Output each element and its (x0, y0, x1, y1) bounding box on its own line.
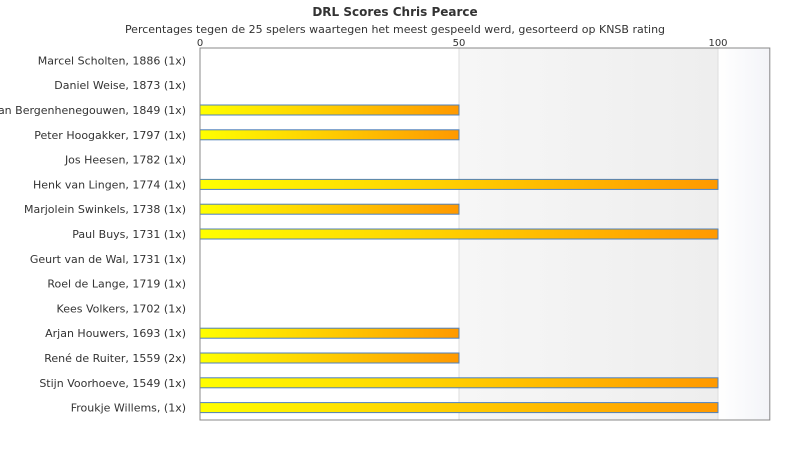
category-label: Kees Volkers, 1702 (1x) (57, 302, 186, 315)
chart-subtitle: Percentages tegen de 25 spelers waartege… (125, 23, 665, 36)
category-label: Marcel Scholten, 1886 (1x) (38, 54, 186, 67)
category-label: Arjan Houwers, 1693 (1x) (45, 327, 186, 340)
x-tick-label: 100 (708, 38, 727, 49)
category-label: Roel de Lange, 1719 (1x) (47, 278, 186, 291)
bars (199, 104, 719, 414)
category-label: Daniel Weise, 1873 (1x) (54, 79, 186, 92)
chart-title: DRL Scores Chris Pearce (312, 5, 477, 19)
x-tick-label: 50 (453, 38, 466, 49)
category-label: Henk van Lingen, 1774 (1x) (33, 178, 186, 191)
category-label: Peter Hoogakker, 1797 (1x) (34, 129, 186, 142)
category-label: Paul Buys, 1731 (1x) (72, 228, 186, 241)
category-label: Stijn Voorhoeve, 1549 (1x) (39, 377, 186, 390)
category-label: Geurt van de Wal, 1731 (1x) (30, 253, 186, 266)
category-label: Jos Heesen, 1782 (1x) (64, 154, 186, 167)
bar (199, 203, 460, 215)
bar (199, 402, 719, 414)
category-label: Marjolein Swinkels, 1738 (1x) (24, 203, 186, 216)
bar (199, 352, 460, 364)
category-label: René de Ruiter, 1559 (2x) (44, 352, 186, 365)
bar (199, 228, 719, 240)
plot-frame (199, 47, 771, 421)
bar (199, 327, 460, 339)
category-label: Koen van Bergenhenegouwen, 1849 (1x) (0, 104, 186, 117)
bar (199, 129, 460, 141)
category-labels: Marcel Scholten, 1886 (1x) Daniel Weise, … (0, 54, 186, 414)
category-label: Froukje Willems, (1x) (71, 402, 186, 415)
plot-band-100-plus (718, 48, 770, 420)
bar (199, 104, 460, 116)
bar (199, 178, 719, 190)
x-axis-ticks: 0 50 100 (197, 38, 728, 49)
bar (199, 377, 719, 389)
x-tick-label: 0 (197, 38, 203, 49)
